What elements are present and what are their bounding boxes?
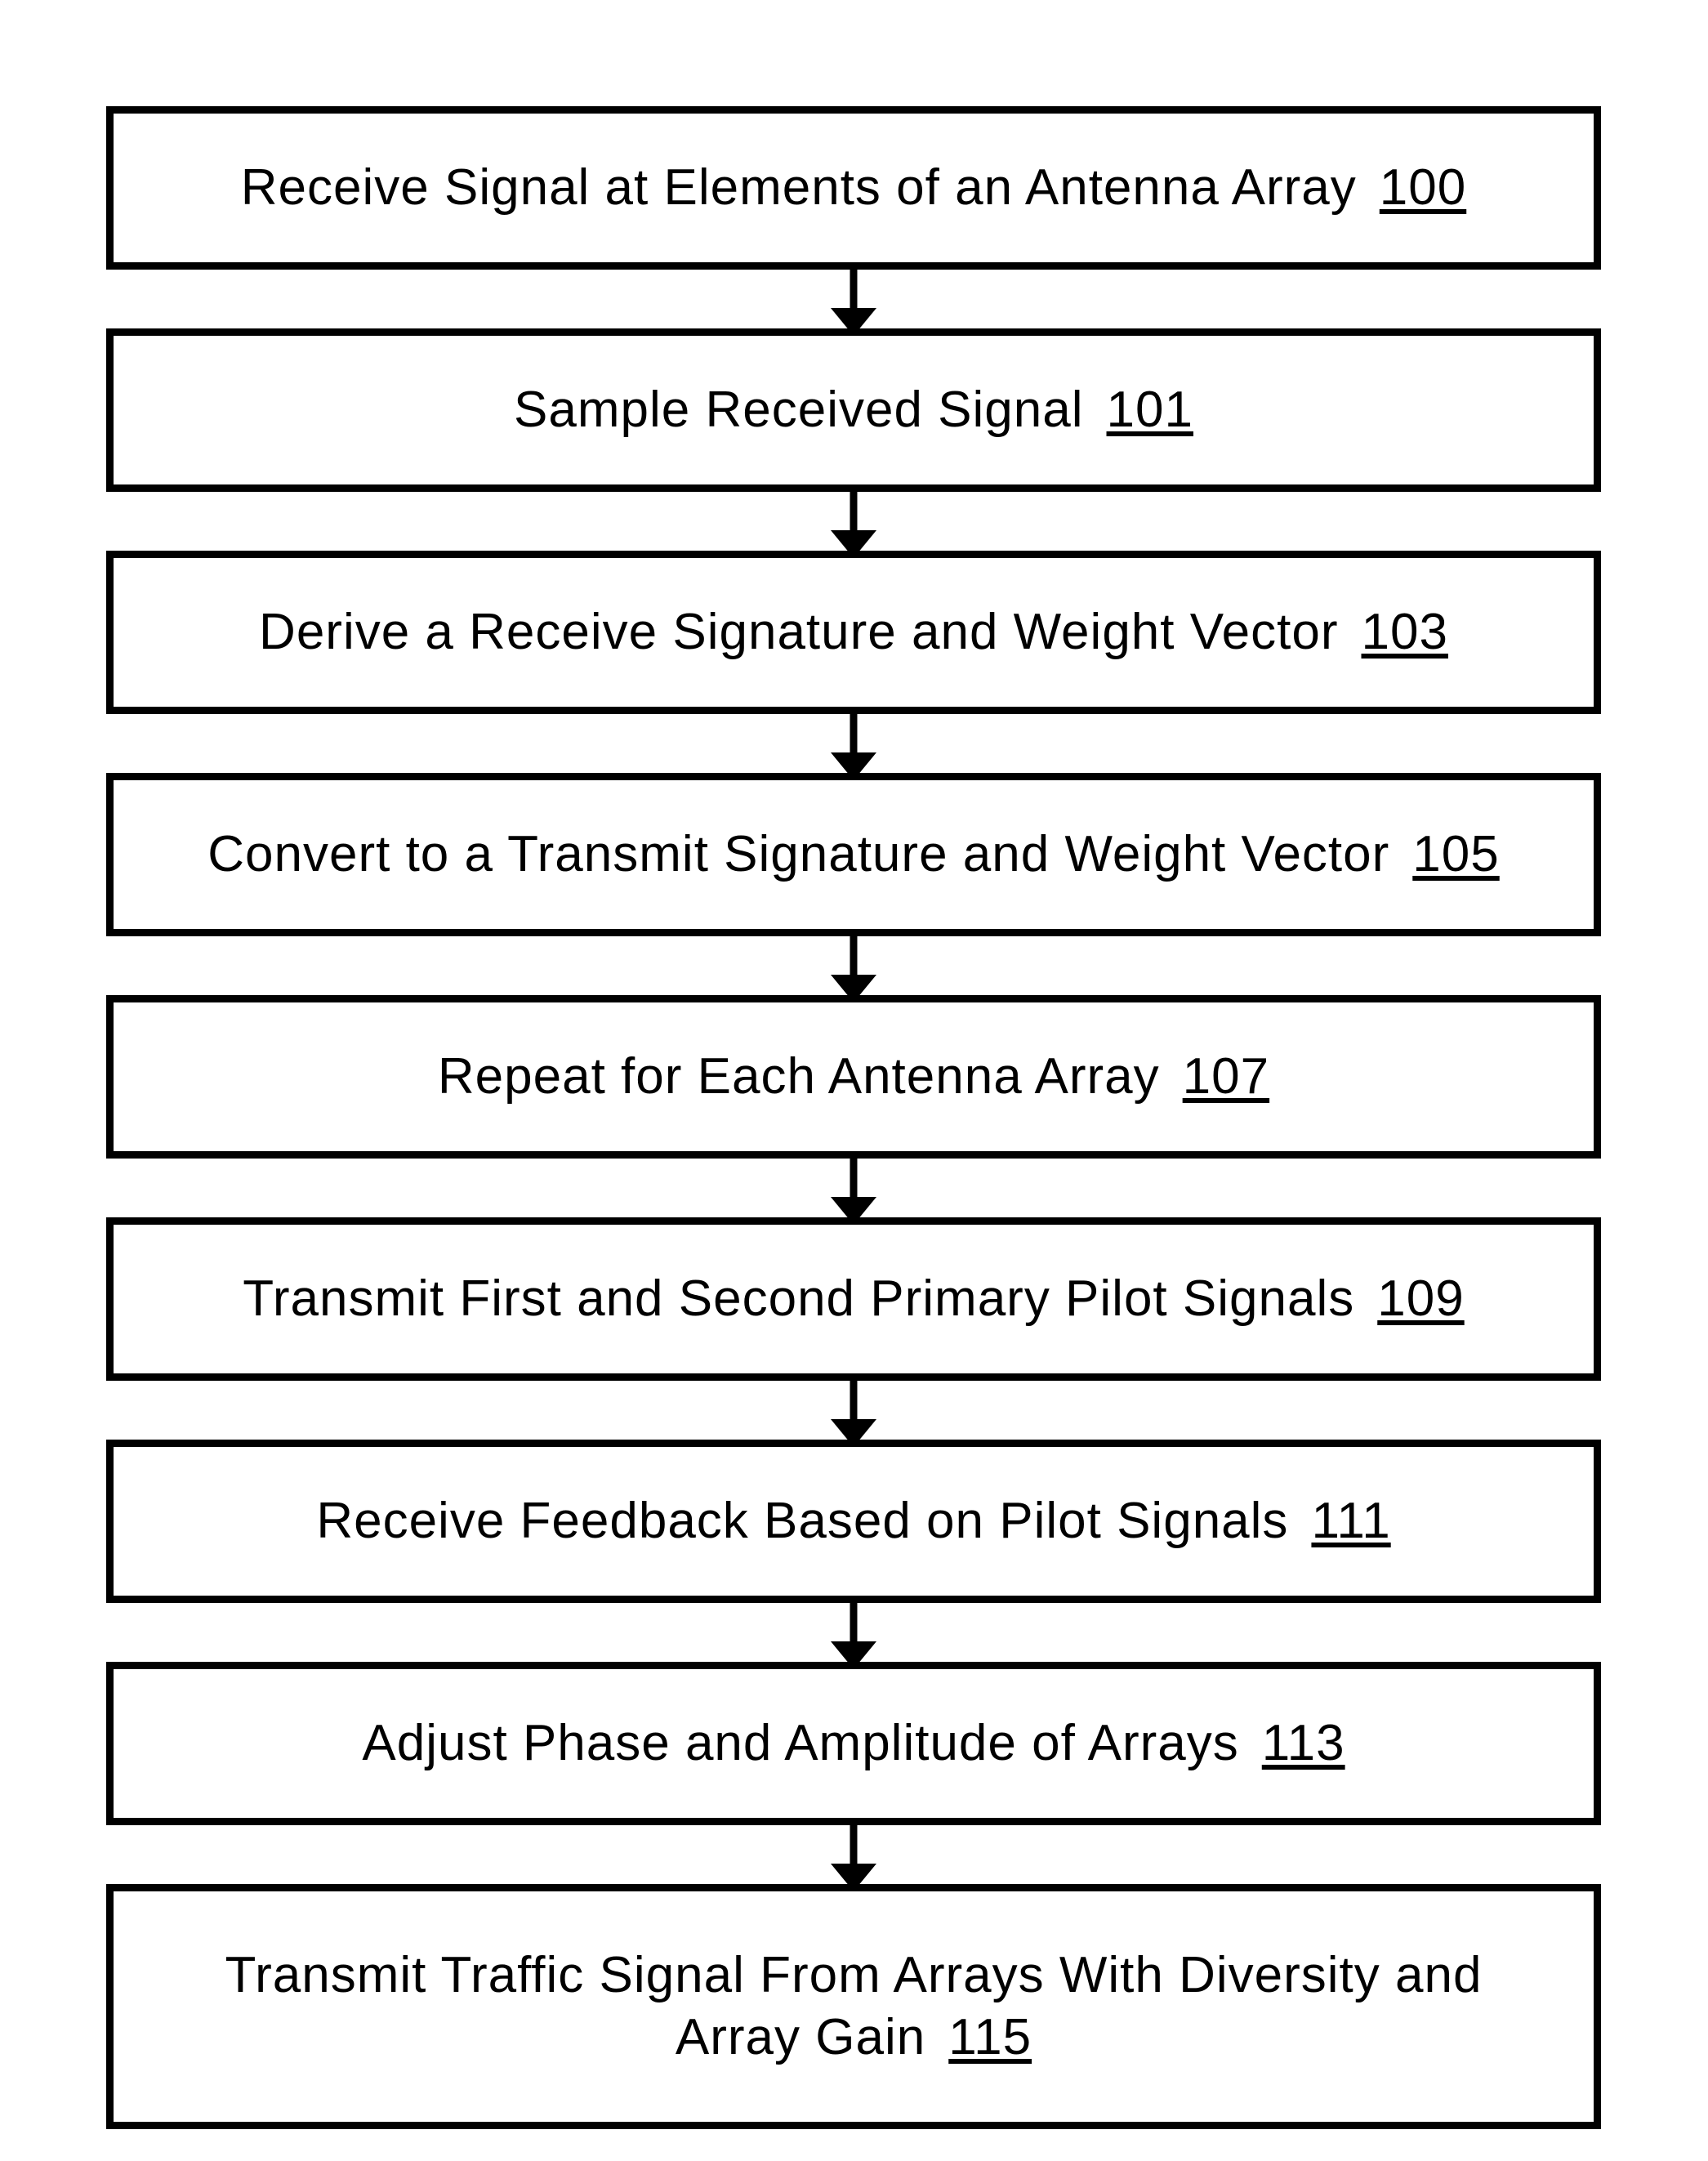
flow-step-ref: 107 — [1183, 1048, 1269, 1105]
flow-step: Receive Signal at Elements of an Antenna… — [106, 106, 1601, 270]
flow-step: Receive Feedback Based on Pilot Signals1… — [106, 1440, 1601, 1603]
flow-step-ref: 111 — [1311, 1493, 1390, 1549]
flow-step: Sample Received Signal101 — [106, 328, 1601, 492]
flow-step-ref: 100 — [1380, 159, 1466, 216]
flow-step-label: Derive a Receive Signature and Weight Ve… — [259, 601, 1448, 663]
flow-step-label: Repeat for Each Antenna Array107 — [438, 1046, 1269, 1108]
flow-step: Transmit First and Second Primary Pilot … — [106, 1217, 1601, 1381]
flow-step-ref: 109 — [1377, 1270, 1464, 1327]
flow-step-ref: 113 — [1262, 1715, 1345, 1771]
flow-step-label: Transmit Traffic Signal From Arrays With… — [225, 1944, 1483, 2068]
flow-step-label: Convert to a Transmit Signature and Weig… — [207, 824, 1499, 886]
flow-step-ref: 101 — [1107, 382, 1193, 438]
flow-step: Adjust Phase and Amplitude of Arrays113 — [106, 1662, 1601, 1825]
flow-step: Transmit Traffic Signal From Arrays With… — [106, 1884, 1601, 2129]
flow-step-label: Transmit First and Second Primary Pilot … — [243, 1268, 1464, 1330]
flow-step-ref: 115 — [948, 2009, 1032, 2065]
flow-step: Derive a Receive Signature and Weight Ve… — [106, 551, 1601, 714]
flow-step-label: Receive Signal at Elements of an Antenna… — [241, 157, 1466, 219]
flow-step-ref: 105 — [1412, 826, 1499, 882]
flowchart: Receive Signal at Elements of an Antenna… — [106, 106, 1601, 2129]
flow-step-ref: 103 — [1362, 604, 1448, 660]
flow-step-label: Adjust Phase and Amplitude of Arrays113 — [362, 1712, 1345, 1775]
flow-step-label: Receive Feedback Based on Pilot Signals1… — [316, 1490, 1390, 1552]
flow-step: Repeat for Each Antenna Array107 — [106, 995, 1601, 1159]
flow-step-label: Sample Received Signal101 — [514, 379, 1193, 441]
flow-step: Convert to a Transmit Signature and Weig… — [106, 773, 1601, 936]
